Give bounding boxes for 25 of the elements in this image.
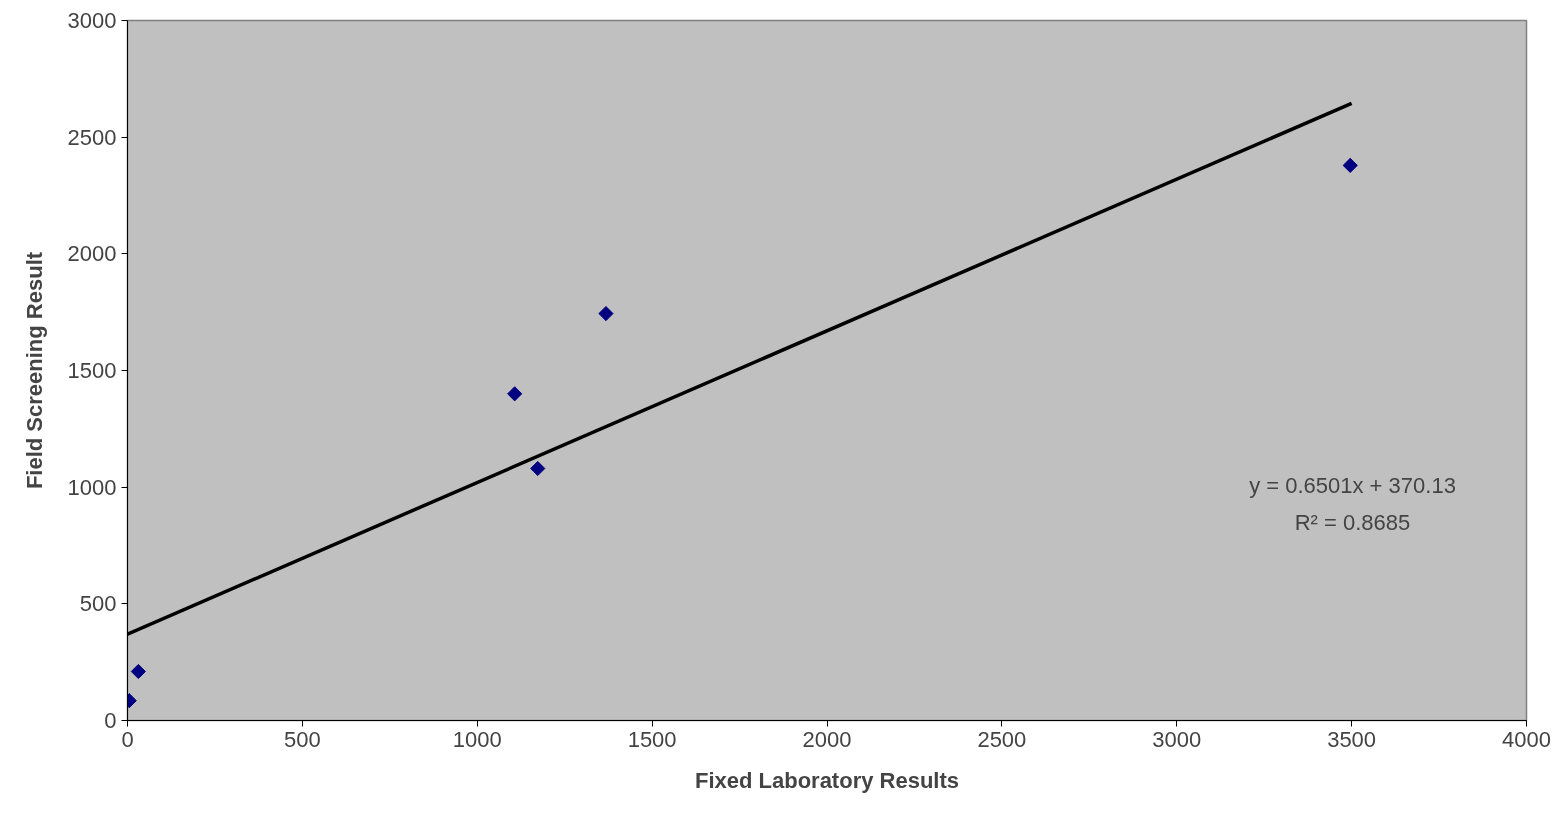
- point: [530, 460, 546, 477]
- y-axis-title: Field Screening Result: [21, 251, 47, 490]
- x-tick-label: 2500: [977, 726, 1027, 752]
- y-tick-label: 2000: [67, 241, 117, 267]
- point: [1342, 157, 1358, 173]
- x-tick-label: 1000: [452, 726, 502, 752]
- y-tick-label: 3000: [67, 8, 117, 33]
- annotation: R² = 0.8685: [1294, 510, 1411, 535]
- x-tick-label: 1500: [627, 726, 677, 752]
- y-tick-label: 1000: [67, 474, 117, 500]
- x-tick-label: 0: [121, 726, 134, 752]
- x-tick-label: 4000: [1502, 726, 1551, 752]
- y-tick-label: 1500: [67, 358, 117, 383]
- x-tick-label: 500: [284, 726, 321, 752]
- annotation: y = 0.6501x + 370.13: [1249, 473, 1456, 498]
- x-tick-label: 3000: [1152, 726, 1202, 752]
- point: [598, 306, 614, 322]
- x-tick-label: 3500: [1327, 726, 1377, 752]
- point: [130, 663, 146, 680]
- y-tick-label: 500: [79, 591, 117, 617]
- y-tick-label: 0: [104, 708, 117, 733]
- x-tick-label: 2000: [802, 726, 852, 752]
- point: [507, 386, 523, 402]
- x-axis-title: Fixed Laboratory Results: [694, 767, 960, 793]
- y-tick-label: 2500: [67, 124, 117, 150]
